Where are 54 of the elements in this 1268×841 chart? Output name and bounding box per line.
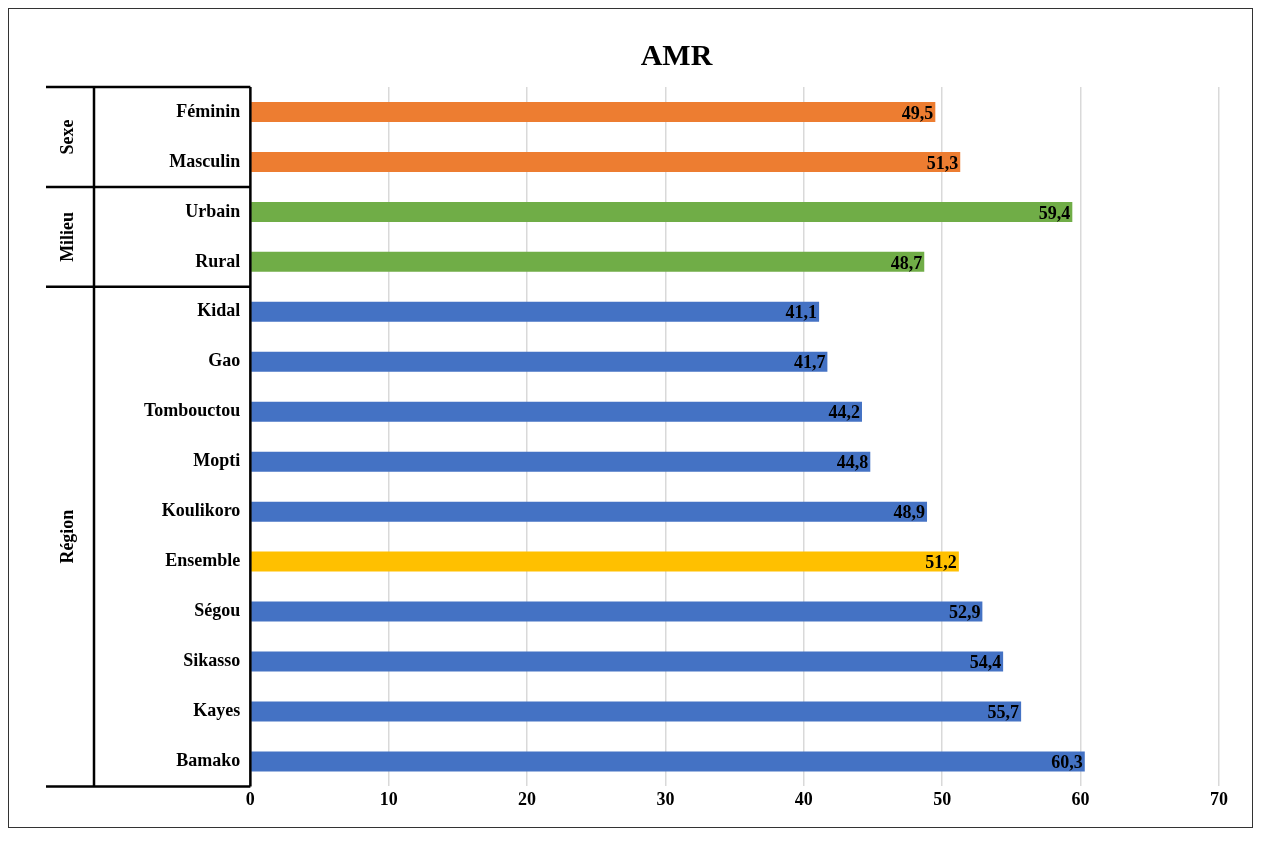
- y-tick-label: Ségou: [194, 600, 241, 621]
- text: Région: [56, 509, 77, 564]
- text: Milieu: [56, 211, 77, 262]
- data-label: 41,7: [793, 352, 826, 373]
- bar: [251, 451, 871, 472]
- bar: [251, 551, 959, 572]
- bar: [251, 251, 925, 272]
- bar: [251, 651, 1004, 672]
- y-tick-label: Rural: [195, 250, 241, 271]
- data-label: 60,3: [1051, 752, 1083, 773]
- y-tick-label: Masculin: [169, 150, 241, 171]
- y-tick-label: Ensemble: [165, 550, 241, 571]
- y-tick-label: Mopti: [193, 450, 241, 471]
- x-tick-label: 10: [379, 788, 398, 809]
- x-tick-label: 50: [933, 788, 952, 809]
- y-tick-label: Gao: [208, 350, 241, 371]
- bar: [251, 151, 961, 172]
- chart-title: AMR: [640, 37, 713, 71]
- data-label: 55,7: [987, 702, 1020, 723]
- data-label: 51,3: [926, 152, 959, 173]
- y-tick-label: Urbain: [185, 200, 241, 221]
- x-tick-label: 70: [1210, 788, 1228, 809]
- data-label: 51,2: [925, 552, 957, 573]
- x-tick-label: 40: [794, 788, 813, 809]
- y-tick-label: Koulikoro: [161, 500, 241, 521]
- data-label: 48,7: [890, 252, 923, 273]
- y-tick-label: Kidal: [197, 300, 241, 321]
- data-label: 44,2: [828, 402, 860, 423]
- data-label: 41,1: [785, 302, 818, 323]
- x-tick-label: 0: [245, 788, 255, 809]
- bar: [251, 601, 983, 622]
- data-label: 52,9: [948, 602, 981, 623]
- y-tick-label: Kayes: [193, 700, 241, 721]
- bar: [251, 701, 1022, 722]
- bar: [251, 751, 1085, 772]
- y-tick-label: Sikasso: [183, 650, 241, 671]
- bar: [251, 101, 936, 122]
- bar: [251, 351, 828, 372]
- text: Sexe: [56, 119, 77, 155]
- y-tick-label: Bamako: [176, 750, 241, 771]
- y-tick-label: Féminin: [176, 100, 241, 121]
- bar: [251, 501, 928, 522]
- data-label: 54,4: [969, 652, 1002, 673]
- bar: [251, 201, 1073, 222]
- x-tick-label: 30: [656, 788, 675, 809]
- data-label: 49,5: [901, 102, 934, 123]
- data-label: 48,9: [893, 502, 926, 523]
- x-tick-label: 20: [518, 788, 537, 809]
- x-tick-label: 60: [1071, 788, 1090, 809]
- bar: [251, 301, 820, 322]
- y-tick-label: Tombouctou: [143, 400, 241, 421]
- data-label: 59,4: [1038, 202, 1071, 223]
- bar: [251, 401, 862, 422]
- data-label: 44,8: [836, 452, 869, 473]
